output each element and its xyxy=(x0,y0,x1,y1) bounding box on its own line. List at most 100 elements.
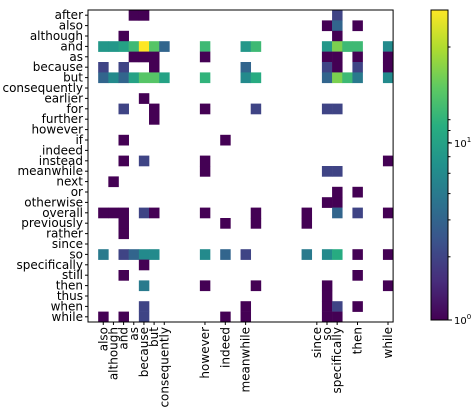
heatmap-cell xyxy=(240,41,252,52)
heatmap-cell xyxy=(342,72,353,84)
heatmap-cell xyxy=(332,301,343,312)
heatmap-cell xyxy=(149,62,160,73)
row-tick-label: then xyxy=(56,279,83,293)
heatmap-cell xyxy=(118,155,129,167)
heatmap-cell xyxy=(98,41,109,52)
heatmap-cell xyxy=(240,301,252,312)
heatmap-cell xyxy=(352,62,363,73)
heatmap-cell xyxy=(332,30,343,42)
heatmap-cell xyxy=(352,20,363,32)
heatmap-cell xyxy=(118,270,129,281)
row-tick-label: earlier xyxy=(44,91,83,105)
heatmap-cell xyxy=(321,280,333,292)
column-tick-label: but xyxy=(147,327,161,347)
heatmap-cell xyxy=(118,41,129,52)
row-tick-label: also xyxy=(59,19,83,33)
heatmap-cell xyxy=(250,41,262,52)
heatmap-cell xyxy=(118,311,129,323)
heatmap-cell xyxy=(159,72,170,84)
row-tick-label: but xyxy=(63,71,83,85)
row-tick-label: otherwise xyxy=(24,195,83,209)
heatmap-cell xyxy=(138,72,150,84)
heatmap-cell xyxy=(128,41,140,52)
heatmap-cell xyxy=(149,249,160,260)
heatmap-cell xyxy=(240,72,252,84)
heatmap-cell xyxy=(138,51,150,63)
colorbar-gradient xyxy=(431,10,448,320)
colorbar-tick-label: 101 xyxy=(454,136,471,150)
heatmap-cell xyxy=(128,249,140,260)
heatmap-cell xyxy=(149,103,160,115)
column-tick-label: consequently xyxy=(157,327,171,408)
heatmap-cell xyxy=(321,62,333,73)
heatmap-cell xyxy=(138,93,150,104)
heatmap-cell xyxy=(149,207,160,219)
row-tick-label: rather xyxy=(46,227,83,241)
row-tick-label: so xyxy=(69,247,83,261)
heatmap-cell xyxy=(321,41,333,52)
heatmap-cell xyxy=(352,301,363,312)
heatmap-cell xyxy=(321,72,333,84)
heatmap-cell xyxy=(352,72,363,84)
row-tick-label: although xyxy=(30,29,83,43)
heatmap-cell xyxy=(98,207,109,219)
column-tick-label: also xyxy=(96,327,110,351)
heatmap-cell xyxy=(118,62,129,73)
heatmap-cell xyxy=(108,72,119,84)
heatmap-cell xyxy=(352,41,363,52)
column-tick-label: as xyxy=(127,327,141,341)
row-tick-label: however xyxy=(31,123,83,137)
heatmap-cell xyxy=(382,280,394,292)
heatmap-cell xyxy=(118,218,129,229)
heatmap-cell xyxy=(199,41,211,52)
heatmap-cell xyxy=(332,20,343,32)
heatmap-cell xyxy=(250,72,262,84)
heatmap-cell xyxy=(98,311,109,323)
row-tick-label: instead xyxy=(39,154,83,168)
heatmap-cell xyxy=(138,280,150,292)
row-tick-label: thus xyxy=(57,289,83,303)
row-tick-label: specifically xyxy=(17,258,83,272)
heatmap-cell xyxy=(382,155,394,167)
heatmap-cell xyxy=(332,103,343,115)
heatmap-cell xyxy=(138,10,150,21)
column-tick-label: so xyxy=(320,327,334,341)
heatmap-cell xyxy=(301,218,313,229)
heatmap-cell xyxy=(138,155,150,167)
plot-frame xyxy=(87,9,394,323)
colorbar-tick-label: 100 xyxy=(454,313,471,327)
heatmap-cell xyxy=(382,72,394,84)
column-tick-label: and xyxy=(117,327,131,350)
heatmap-cell xyxy=(321,301,333,312)
column-tick-label: then xyxy=(351,327,365,354)
row-tick-label: because xyxy=(33,60,83,74)
heatmap-cell xyxy=(138,301,150,312)
heatmap-cell xyxy=(108,41,119,52)
heatmap-cell xyxy=(342,41,353,52)
heatmap-cell xyxy=(199,166,211,177)
row-tick-label: or xyxy=(71,185,83,199)
heatmap-cell xyxy=(250,207,262,219)
heatmap-cell xyxy=(199,249,211,260)
heatmap-cell xyxy=(321,249,333,260)
heatmap-cell xyxy=(98,62,109,73)
heatmap-cell xyxy=(128,51,140,63)
heatmap-cell xyxy=(220,311,231,323)
colorbar: 101 100 xyxy=(430,9,471,327)
heatmap-cell xyxy=(352,207,363,219)
heatmap-cell xyxy=(220,134,231,146)
row-tick-label: next xyxy=(56,175,83,189)
heatmap-cell xyxy=(321,166,333,177)
heatmap-cell xyxy=(98,249,109,260)
heatmap-cell xyxy=(321,51,333,63)
heatmap-cell xyxy=(332,197,343,208)
heatmap-cell xyxy=(332,166,343,177)
heatmap-cell xyxy=(250,218,262,229)
heatmap-cell xyxy=(332,62,343,73)
heatmap-cell xyxy=(118,249,129,260)
row-tick-label: when xyxy=(51,299,83,313)
heatmap-cell xyxy=(332,186,343,198)
heatmap-cell xyxy=(118,30,129,42)
heatmap-cell xyxy=(382,249,394,260)
